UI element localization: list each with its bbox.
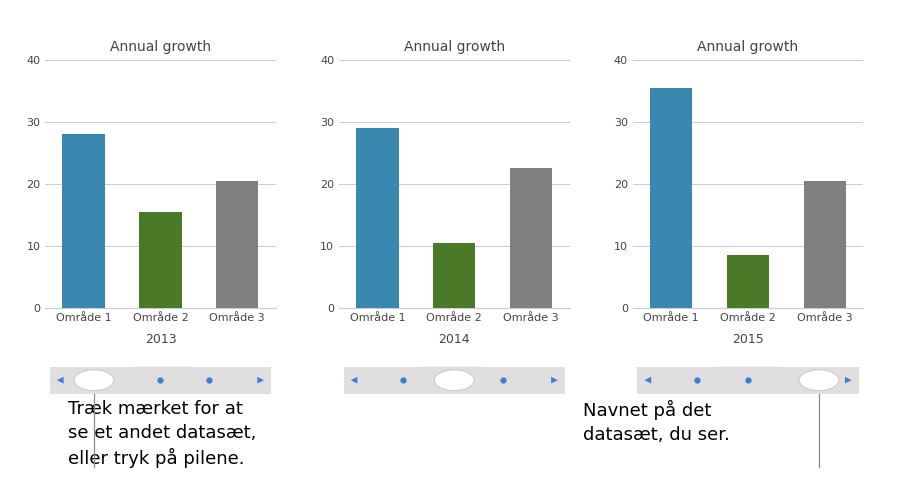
Bar [216,181,258,308]
Bar [356,128,398,308]
Ellipse shape [433,370,474,391]
Title: Annual growth: Annual growth [697,40,797,54]
Text: Træk mærket for at
se et andet datasæt,
eller tryk på pilene.: Træk mærket for at se et andet datasæt, … [68,400,256,468]
Bar [803,181,845,308]
FancyBboxPatch shape [50,367,271,394]
Ellipse shape [74,370,114,391]
Bar [433,243,475,308]
Bar [139,212,182,308]
Bar [649,87,692,308]
Text: Navnet på det
datasæt, du ser.: Navnet på det datasæt, du ser. [582,400,729,444]
Title: Annual growth: Annual growth [404,40,504,54]
Text: 2014: 2014 [438,333,470,346]
Bar [62,134,105,308]
Bar [726,255,768,308]
Title: Annual growth: Annual growth [110,40,210,54]
Text: 2015: 2015 [731,333,763,346]
FancyBboxPatch shape [637,367,858,394]
Text: 2013: 2013 [144,333,176,346]
Bar [509,168,552,308]
Ellipse shape [798,370,838,391]
FancyBboxPatch shape [343,367,564,394]
